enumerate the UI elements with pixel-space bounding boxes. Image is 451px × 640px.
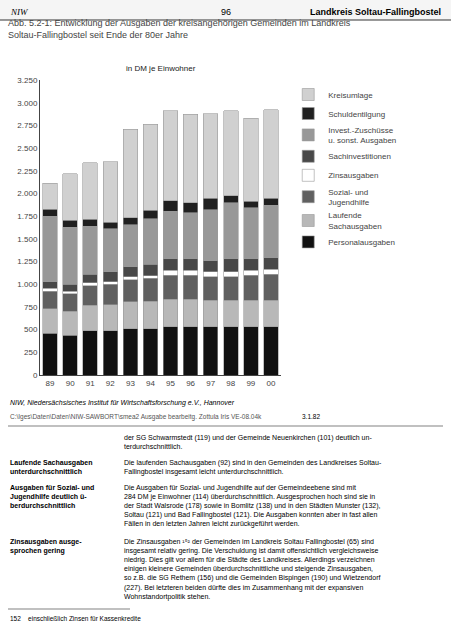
svg-text:1.500: 1.500 <box>17 235 38 244</box>
svg-text:Abb. 5.2-1: Entwicklung der Au: Abb. 5.2-1: Entwicklung der Ausgaben der… <box>8 18 351 40</box>
svg-text:500: 500 <box>24 325 38 334</box>
svg-text:Personalausgaben: Personalausgaben <box>328 238 395 247</box>
svg-text:NIW, Niedersächsisches Institu: NIW, Niedersächsisches Institut für Wirt… <box>10 399 235 407</box>
svg-text:1.750: 1.750 <box>17 212 38 221</box>
svg-text:3.1.82: 3.1.82 <box>302 413 320 420</box>
svg-text:2.000: 2.000 <box>17 189 38 198</box>
svg-text:Landkreis Soltau-Fallingbostel: Landkreis Soltau-Fallingbostel <box>310 7 441 17</box>
svg-text:Kreisumlage: Kreisumlage <box>328 91 373 100</box>
svg-text:Die Zinsausgaben ¹⁵² der Gemei: Die Zinsausgaben ¹⁵² der Gemeinden im La… <box>124 538 380 601</box>
svg-text:1.000: 1.000 <box>17 280 38 289</box>
svg-text:98: 98 <box>226 379 235 388</box>
svg-text:2.250: 2.250 <box>17 167 38 176</box>
svg-text:Sozial- undJugendhilfe: Sozial- undJugendhilfe <box>328 188 369 207</box>
svg-text:92: 92 <box>106 379 115 388</box>
svg-text:Die Ausgaben für Sozial- und J: Die Ausgaben für Sozial- und Jugendhilfe… <box>124 484 381 528</box>
svg-text:der SG Schwarmstedt (119) und: der SG Schwarmstedt (119) und der Gemein… <box>124 434 372 450</box>
svg-text:2.750: 2.750 <box>17 121 38 130</box>
svg-text:3.250: 3.250 <box>17 76 38 85</box>
svg-text:94: 94 <box>146 379 155 388</box>
svg-text:Die laufenden Sachausgaben (92: Die laufenden Sachausgaben (92) sind in … <box>124 459 382 476</box>
svg-text:95: 95 <box>166 379 175 388</box>
svg-text:LaufendeSachausgaben: LaufendeSachausgaben <box>328 211 381 230</box>
svg-text:152 einschließlich Zinsen f: 152 einschließlich Zinsen für Kassenkred… <box>10 615 141 622</box>
svg-text:Laufende Sachausgabenunterdurc: Laufende Sachausgabenunterdurchschnittli… <box>10 459 92 475</box>
svg-text:1.250: 1.250 <box>17 257 38 266</box>
svg-text:2.500: 2.500 <box>17 144 38 153</box>
svg-text:Ausgaben für Sozial- undJugend: Ausgaben für Sozial- undJugendhilfe deut… <box>10 484 94 509</box>
svg-text:91: 91 <box>86 379 95 388</box>
svg-text:3.000: 3.000 <box>17 98 38 107</box>
svg-text:90: 90 <box>66 379 75 388</box>
svg-text:Schuldentilgung: Schuldentilgung <box>328 110 385 119</box>
svg-text:Sachinvestitionen: Sachinvestitionen <box>328 152 391 161</box>
svg-text:Zinsausgaben ausge-sprochen ge: Zinsausgaben ausge-sprochen gering <box>10 538 82 555</box>
svg-text:Zinsausgaben: Zinsausgaben <box>328 171 378 180</box>
svg-text:93: 93 <box>126 379 135 388</box>
svg-text:96: 96 <box>186 379 195 388</box>
svg-text:NIW: NIW <box>10 7 29 17</box>
svg-text:96: 96 <box>221 7 231 17</box>
svg-text:00: 00 <box>267 379 276 388</box>
svg-text:89: 89 <box>46 379 55 388</box>
svg-text:0: 0 <box>33 371 38 380</box>
svg-text:750: 750 <box>24 303 38 312</box>
svg-text:99: 99 <box>246 379 255 388</box>
svg-text:in DM je Einwohner: in DM je Einwohner <box>126 64 196 73</box>
svg-text:Invest.-Zuschüsseu. sonst. Aus: Invest.-Zuschüsseu. sonst. Ausgaben <box>328 126 396 145</box>
svg-text:C:\Iges\Daten\Daten\NIW-SAWBOR: C:\Iges\Daten\Daten\NIW-SAWBORT\smea2 Au… <box>10 413 262 421</box>
svg-text:97: 97 <box>206 379 215 388</box>
svg-text:250: 250 <box>24 348 38 357</box>
